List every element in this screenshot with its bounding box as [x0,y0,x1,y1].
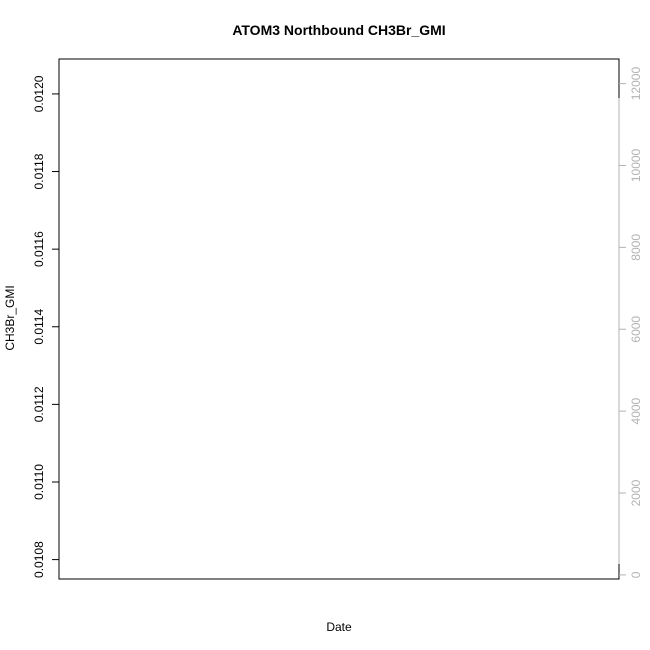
right-y-tick-label: 0 [629,571,643,578]
x-axis: Oct 15Oct 17Oct 19Oct 21Oct 23Oct 25 [85,578,572,580]
right-y-tick-label: 2000 [629,479,643,506]
right-y-tick-label: 6000 [629,316,643,343]
right-y-tick-label: 10000 [629,148,643,182]
y-tick-label: 0.0116 [32,231,46,267]
chart-title: ATOM3 Northbound CH3Br_GMI [232,22,445,38]
right-y-axis: 0 2000 4000 6000 8000 10000 12000 [618,67,643,578]
y-axis: 0.0108 0.0110 0.0112 0.0114 0.0116 0.0118 0.01… [32,75,60,578]
y-tick-label: 0.0112 [32,386,46,422]
y-tick-label: 0.0114 [32,309,46,345]
y-tick-label: 0.0118 [32,153,46,189]
plot-area [58,58,620,580]
y-axis-title: CH3Br_GMI [3,285,17,350]
y-tick-label: 0.0120 [32,75,46,112]
right-y-tick-label: 8000 [629,234,643,261]
y-tick-label: 0.0110 [32,464,46,500]
x-axis-title: Date [326,620,352,634]
right-y-tick-label: 12000 [629,67,643,101]
y-tick-label: 0.0108 [32,541,46,578]
right-y-tick-label: 4000 [629,397,643,424]
